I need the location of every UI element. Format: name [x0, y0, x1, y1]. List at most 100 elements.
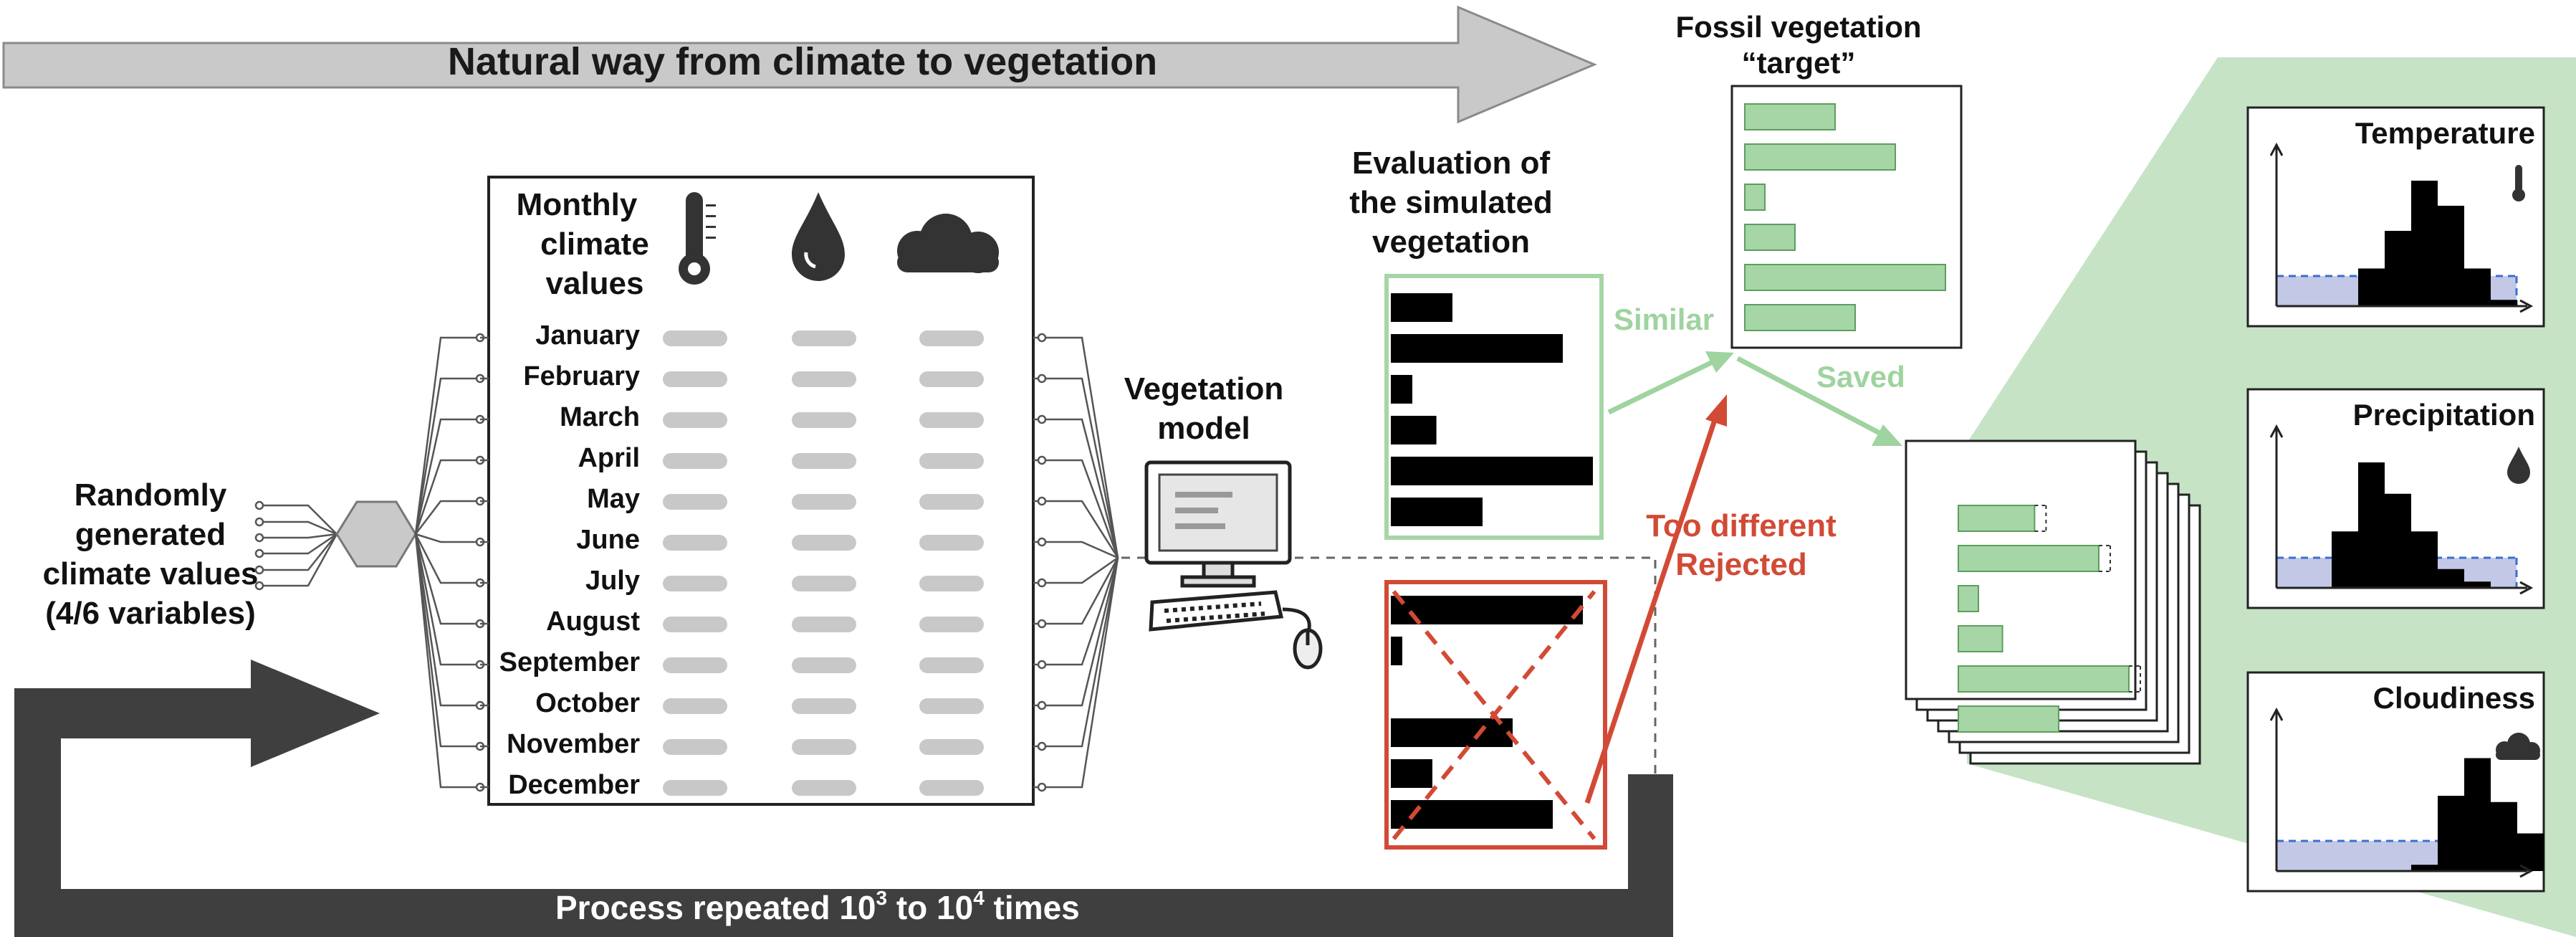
vegetation-bar [1391, 457, 1593, 485]
histogram-bar [2358, 268, 2385, 306]
repeat-label: Process repeated 103 to 104 times [555, 887, 1080, 926]
value-placeholder [663, 617, 727, 632]
similar-label: Similar [1614, 303, 1714, 336]
vegetation-bar [1391, 718, 1513, 747]
value-placeholder [919, 412, 984, 428]
fan-node [1037, 455, 1047, 465]
value-placeholder [792, 494, 856, 510]
panel-title: Temperature [2355, 116, 2535, 150]
rejected-bars [1391, 596, 1583, 829]
value-placeholder [663, 535, 727, 551]
fan-line [1042, 336, 1119, 558]
month-label: March [560, 402, 640, 432]
value-placeholder [919, 371, 984, 387]
fan-line [1042, 557, 1119, 748]
histogram-bar [2332, 531, 2358, 588]
saved-label: Saved [1816, 360, 1905, 394]
histogram-bar [2438, 206, 2464, 306]
svg-text:values: values [546, 266, 644, 301]
vegetation-bar [1744, 224, 1796, 251]
value-placeholder [792, 698, 856, 714]
value-placeholder [663, 657, 727, 673]
fan-line [1042, 377, 1119, 558]
vegetation-bar [1744, 184, 1766, 211]
generator-hexagon [335, 500, 417, 568]
rejected-arrow [1584, 414, 1719, 804]
histogram-bar [2517, 833, 2544, 871]
input-node [254, 500, 264, 510]
month-label: November [507, 729, 640, 759]
fan-left [414, 333, 485, 792]
repeat-sup2: 4 [973, 887, 985, 909]
vegetation-bar [1391, 637, 1402, 665]
vegetation-bar [1744, 264, 1946, 291]
svg-text:Fossil vegetation: Fossil vegetation [1675, 10, 1921, 44]
histogram-bar [2385, 231, 2411, 306]
month-label: July [585, 566, 640, 596]
input-node [254, 517, 264, 527]
fan-line [415, 500, 480, 535]
fan-node [1037, 414, 1047, 424]
too-different-label: Too different [1646, 508, 1837, 543]
fan-node [1037, 619, 1047, 629]
fossil-label: Fossil vegetation “target” [1675, 10, 1921, 80]
month-rows: January February March April May June July Augu… [480, 320, 1042, 800]
panel-title: Precipitation [2353, 398, 2535, 432]
drop-icon [2507, 447, 2530, 484]
x-axis-arrow [2519, 581, 2534, 595]
model-label: Vegetation model [1124, 371, 1284, 446]
fan-line [1042, 557, 1119, 789]
histogram-panels: Temperature Precipitation Cloudiness [2246, 106, 2545, 893]
svg-text:(4/6 variables): (4/6 variables) [45, 596, 256, 631]
target-bars [1744, 103, 1946, 331]
vegetation-bar [1391, 375, 1412, 404]
fan-line [1042, 500, 1119, 558]
fan-line [414, 336, 480, 535]
similar-bars [1391, 293, 1593, 526]
month-label: August [546, 607, 640, 637]
input-line [262, 504, 337, 535]
histogram-bar [2411, 865, 2438, 871]
month-label: September [499, 647, 641, 677]
fan-node [1037, 700, 1047, 710]
histogram-bar [2491, 300, 2517, 306]
rejected-label: Rejected [1675, 547, 1806, 582]
similar-arrowhead [1705, 351, 1734, 373]
fan-line [1042, 557, 1119, 707]
natural-way-label: Natural way from climate to vegetation [448, 40, 1157, 83]
vegetation-bar [1744, 103, 1836, 130]
y-axis-arrow [2269, 142, 2284, 156]
fan-node [1037, 578, 1047, 588]
value-placeholder [792, 576, 856, 591]
vegetation-bar [1391, 759, 1432, 788]
repeat-label-main: Process repeated 10 [555, 889, 876, 926]
value-placeholder [919, 780, 984, 796]
cloud-icon [2496, 750, 2540, 760]
saved-bar [1958, 705, 2059, 733]
month-label: February [523, 361, 640, 391]
saved-bar [1958, 545, 2099, 572]
fan-line [1042, 557, 1119, 625]
panel-title: Cloudiness [2373, 681, 2535, 715]
x-axis-arrow [2519, 299, 2534, 313]
histogram-bar [2491, 802, 2517, 871]
value-placeholder [792, 657, 856, 673]
svg-text:Evaluation of: Evaluation of [1352, 146, 1551, 181]
reject-cross-2 [1392, 590, 1596, 840]
svg-text:the simulated: the simulated [1349, 185, 1553, 220]
model-connector [1121, 556, 1657, 774]
saved-bar [1958, 625, 2003, 652]
drop-highlight [804, 252, 816, 269]
value-placeholder [919, 453, 984, 469]
cloud-icon [897, 214, 999, 273]
value-placeholder [919, 535, 984, 551]
fan-line [1042, 459, 1119, 558]
histogram-bar [2438, 569, 2464, 588]
svg-text:Vegetation: Vegetation [1124, 371, 1284, 406]
value-placeholder [919, 739, 984, 755]
value-placeholder [792, 617, 856, 632]
natural-way-arrow [2, 5, 1597, 124]
fan-line [1042, 541, 1119, 559]
value-placeholder [919, 576, 984, 591]
